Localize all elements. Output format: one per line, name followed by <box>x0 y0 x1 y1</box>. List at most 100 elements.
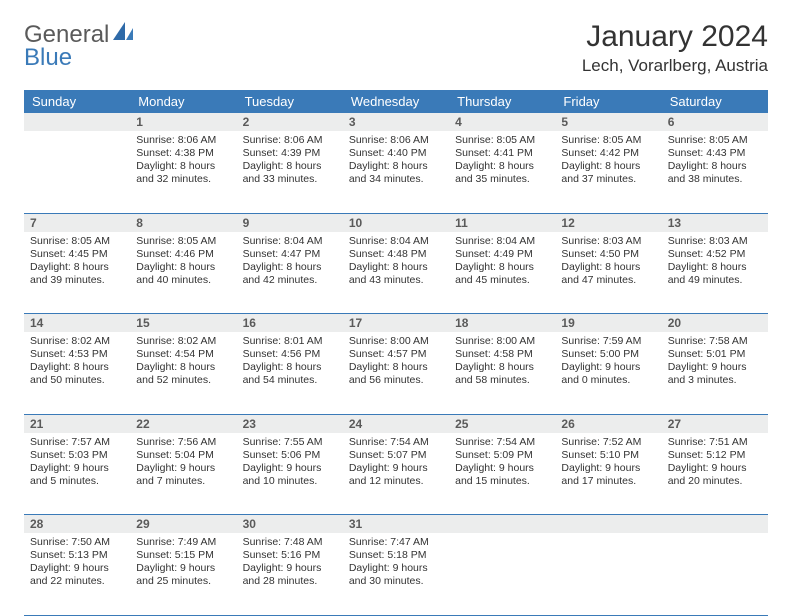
day-cell-content: Sunrise: 8:04 AMSunset: 4:48 PMDaylight:… <box>343 232 449 294</box>
sunrise-line: Sunrise: 8:02 AM <box>136 335 230 348</box>
day-cell-content: Sunrise: 8:02 AMSunset: 4:54 PMDaylight:… <box>130 332 236 394</box>
day-cell-content: Sunrise: 7:50 AMSunset: 5:13 PMDaylight:… <box>24 533 130 595</box>
sunrise-line: Sunrise: 8:03 AM <box>668 235 762 248</box>
day-cell: Sunrise: 8:06 AMSunset: 4:40 PMDaylight:… <box>343 131 449 213</box>
sunset-line: Sunset: 5:12 PM <box>668 449 762 462</box>
daylight-line: Daylight: 8 hours and 56 minutes. <box>349 361 443 387</box>
sunset-line: Sunset: 5:00 PM <box>561 348 655 361</box>
day-cell: Sunrise: 8:05 AMSunset: 4:42 PMDaylight:… <box>555 131 661 213</box>
day-number-cell: 30 <box>237 515 343 534</box>
daylight-line: Daylight: 9 hours and 17 minutes. <box>561 462 655 488</box>
day-number-cell: 17 <box>343 314 449 333</box>
day-cell: Sunrise: 8:00 AMSunset: 4:58 PMDaylight:… <box>449 332 555 414</box>
day-cell: Sunrise: 7:50 AMSunset: 5:13 PMDaylight:… <box>24 533 130 615</box>
day-cell: Sunrise: 8:05 AMSunset: 4:41 PMDaylight:… <box>449 131 555 213</box>
daylight-line: Daylight: 9 hours and 25 minutes. <box>136 562 230 588</box>
day-number-cell: 20 <box>662 314 768 333</box>
day-content-row: Sunrise: 8:02 AM Sunset: 4:53 PM Daylight:… <box>24 332 768 414</box>
sunrise-line: Sunrise: 7:48 AM <box>243 536 337 549</box>
day-cell: Sunrise: 8:01 AMSunset: 4:56 PMDaylight:… <box>237 332 343 414</box>
day-cell-content: Sunrise: 7:52 AMSunset: 5:10 PMDaylight:… <box>555 433 661 495</box>
sunset-line: Sunset: 5:07 PM <box>349 449 443 462</box>
daylight-line: Daylight: 8 hours and 35 minutes. <box>455 160 549 186</box>
day-cell: Sunrise: 7:55 AMSunset: 5:06 PMDaylight:… <box>237 433 343 515</box>
day-header: Wednesday <box>343 90 449 113</box>
day-cell-content: Sunrise: 8:03 AMSunset: 4:50 PMDaylight:… <box>555 232 661 294</box>
day-cell-content: Sunrise: 7:48 AMSunset: 5:16 PMDaylight:… <box>237 533 343 595</box>
sunrise-line: Sunrise: 8:00 AM <box>455 335 549 348</box>
daylight-line: Daylight: 8 hours and 54 minutes. <box>243 361 337 387</box>
sunrise-line: Sunrise: 7:47 AM <box>349 536 443 549</box>
sunset-line: Sunset: 4:48 PM <box>349 248 443 261</box>
day-cell: Sunrise: 8:04 AMSunset: 4:49 PMDaylight:… <box>449 232 555 314</box>
sunrise-line: Sunrise: 8:06 AM <box>136 134 230 147</box>
sunrise-line: Sunrise: 7:55 AM <box>243 436 337 449</box>
daylight-line: Daylight: 9 hours and 15 minutes. <box>455 462 549 488</box>
sunrise-line: Sunrise: 8:05 AM <box>561 134 655 147</box>
day-cell: Sunrise: 8:05 AMSunset: 4:43 PMDaylight:… <box>662 131 768 213</box>
daylight-line: Daylight: 8 hours and 34 minutes. <box>349 160 443 186</box>
sunrise-line: Sunrise: 8:05 AM <box>30 235 124 248</box>
day-number-cell: 12 <box>555 213 661 232</box>
day-cell-content: Sunrise: 8:05 AMSunset: 4:46 PMDaylight:… <box>130 232 236 294</box>
day-number-row: 21222324252627 <box>24 414 768 433</box>
day-cell: Sunrise: 7:52 AMSunset: 5:10 PMDaylight:… <box>555 433 661 515</box>
sunset-line: Sunset: 4:42 PM <box>561 147 655 160</box>
sunset-line: Sunset: 4:56 PM <box>243 348 337 361</box>
logo-text-blue-wrap: Blue <box>24 44 72 72</box>
day-number-row: 123456 <box>24 113 768 131</box>
day-number-cell <box>662 515 768 534</box>
sunrise-line: Sunrise: 7:58 AM <box>668 335 762 348</box>
day-number-cell: 21 <box>24 414 130 433</box>
day-number-cell: 5 <box>555 113 661 131</box>
day-number-cell: 19 <box>555 314 661 333</box>
day-content-row: Sunrise: 8:05 AMSunset: 4:45 PMDaylight:… <box>24 232 768 314</box>
daylight-line: Daylight: 8 hours and 38 minutes. <box>668 160 762 186</box>
sunset-line: Sunset: 4:38 PM <box>136 147 230 160</box>
location: Lech, Vorarlberg, Austria <box>582 56 768 76</box>
daylight-line: Daylight: 9 hours and 28 minutes. <box>243 562 337 588</box>
day-cell: Sunrise: 8:05 AMSunset: 4:45 PMDaylight:… <box>24 232 130 314</box>
day-cell-content: Sunrise: 7:54 AMSunset: 5:07 PMDaylight:… <box>343 433 449 495</box>
day-cell-content: Sunrise: 8:03 AMSunset: 4:52 PMDaylight:… <box>662 232 768 294</box>
daylight-line: Daylight: 8 hours and 45 minutes. <box>455 261 549 287</box>
day-cell-content: Sunrise: 8:05 AMSunset: 4:41 PMDaylight:… <box>449 131 555 193</box>
daylight-line: Daylight: 8 hours and 58 minutes. <box>455 361 549 387</box>
sunrise-line: Sunrise: 8:05 AM <box>668 134 762 147</box>
day-number-cell: 26 <box>555 414 661 433</box>
sunrise-line: Sunrise: 8:05 AM <box>136 235 230 248</box>
sunset-line: Sunset: 4:54 PM <box>136 348 230 361</box>
day-cell-content: Sunrise: 7:59 AMSunset: 5:00 PMDaylight:… <box>555 332 661 394</box>
day-header: Thursday <box>449 90 555 113</box>
sunset-line: Sunset: 4:43 PM <box>668 147 762 160</box>
sunset-line: Sunset: 4:53 PM <box>30 348 124 361</box>
day-cell: Sunrise: 8:06 AMSunset: 4:38 PMDaylight:… <box>130 131 236 213</box>
month-title: January 2024 <box>582 20 768 54</box>
day-cell-content: Sunrise: 8:00 AMSunset: 4:58 PMDaylight:… <box>449 332 555 394</box>
sunset-line: Sunset: 5:16 PM <box>243 549 337 562</box>
sunset-line: Sunset: 4:47 PM <box>243 248 337 261</box>
day-header: Friday <box>555 90 661 113</box>
sunrise-line: Sunrise: 8:05 AM <box>455 134 549 147</box>
daylight-line: Daylight: 8 hours and 49 minutes. <box>668 261 762 287</box>
sunset-line: Sunset: 5:09 PM <box>455 449 549 462</box>
day-cell: Sunrise: 8:04 AMSunset: 4:48 PMDaylight:… <box>343 232 449 314</box>
sunrise-line: Sunrise: 8:04 AM <box>243 235 337 248</box>
day-number-cell: 18 <box>449 314 555 333</box>
day-header: Sunday <box>24 90 130 113</box>
day-number-cell: 16 <box>237 314 343 333</box>
daylight-line: Daylight: 9 hours and 30 minutes. <box>349 562 443 588</box>
day-cell: Sunrise: 8:03 AMSunset: 4:50 PMDaylight:… <box>555 232 661 314</box>
sunrise-line: Sunrise: 7:54 AM <box>455 436 549 449</box>
day-number-cell: 29 <box>130 515 236 534</box>
sunrise-line: Sunrise: 8:04 AM <box>349 235 443 248</box>
sunset-line: Sunset: 5:15 PM <box>136 549 230 562</box>
logo-text-blue: Blue <box>24 44 72 71</box>
day-cell: Sunrise: 8:02 AMSunset: 4:54 PMDaylight:… <box>130 332 236 414</box>
sunset-line: Sunset: 4:41 PM <box>455 147 549 160</box>
sunset-line: Sunset: 5:01 PM <box>668 348 762 361</box>
day-cell-content: Sunrise: 8:04 AMSunset: 4:49 PMDaylight:… <box>449 232 555 294</box>
day-cell-content: Sunrise: 7:57 AMSunset: 5:03 PMDaylight:… <box>24 433 130 495</box>
sunrise-line: Sunrise: 7:54 AM <box>349 436 443 449</box>
day-number-cell: 6 <box>662 113 768 131</box>
